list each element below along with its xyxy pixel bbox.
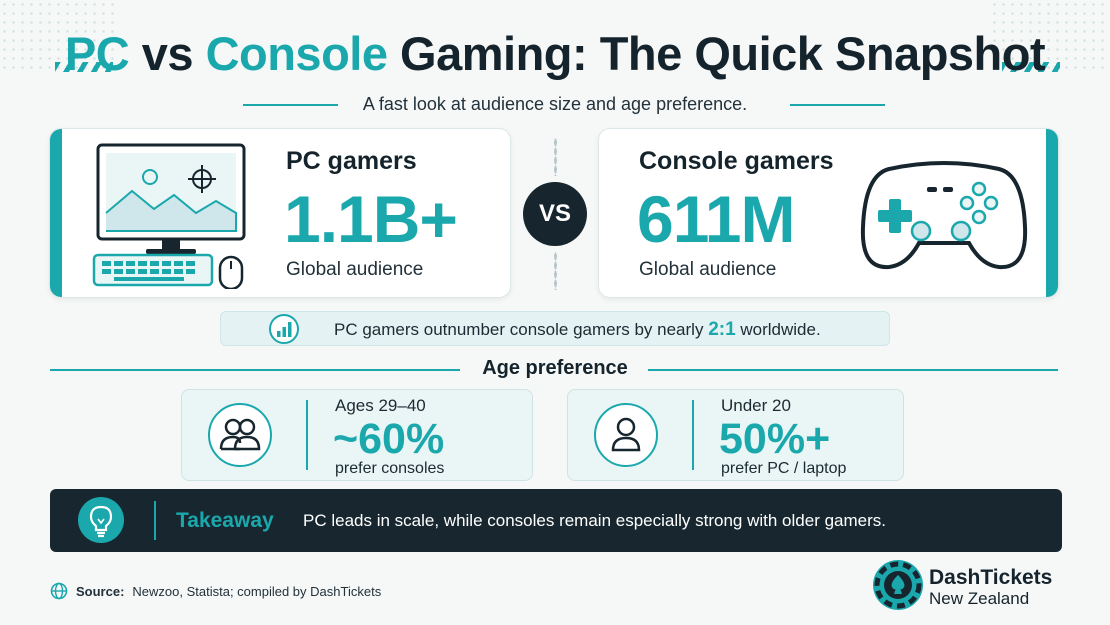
pc-gamers-caption: Global audience [286, 259, 424, 280]
insight-highlight: 2:1 [708, 319, 736, 340]
subtitle-line-left [243, 104, 338, 106]
age-card-sub: prefer consoles [335, 460, 445, 477]
console-gamers-label: Console gamers [639, 147, 834, 175]
insight-text-before: PC gamers outnumber console gamers by ne… [334, 320, 709, 339]
source-text: Newzoo, Statista; compiled by DashTicket… [132, 583, 382, 599]
card-accent-bar [1046, 129, 1058, 297]
section-line-left [50, 369, 460, 371]
pc-gamers-label: PC gamers [286, 147, 417, 175]
vs-badge: VS [523, 182, 587, 246]
card-accent-bar [50, 129, 62, 297]
lightbulb-icon [78, 497, 124, 543]
decorative-slashes-right [1002, 62, 1060, 72]
age-card-under-20: Under 20 50%+ prefer PC / laptop [567, 389, 904, 481]
age-card-sub: prefer PC / laptop [721, 460, 847, 477]
desktop-computer-icon [92, 143, 246, 289]
title-vs: vs [129, 27, 206, 80]
decorative-dots-top-right [990, 0, 1110, 70]
insight-text-after: worldwide. [735, 320, 821, 339]
age-preference-title: Age preference [482, 357, 628, 379]
vs-dots-bottom [554, 252, 557, 290]
takeaway-label: Takeaway [176, 509, 274, 532]
age-card-divider [692, 400, 694, 470]
decorative-dots-top-left [0, 0, 120, 70]
subtitle-line-right [790, 104, 885, 106]
insight-banner: PC gamers outnumber console gamers by ne… [220, 311, 890, 346]
insight-text: PC gamers outnumber console gamers by ne… [334, 319, 821, 341]
vs-dots-top [554, 138, 557, 176]
pc-gamers-number: 1.1B+ [284, 182, 458, 256]
console-gamers-card: Console gamers 611M Global audience [598, 128, 1059, 298]
title-console: Console [205, 27, 388, 80]
decorative-slashes-left [55, 62, 113, 72]
pc-gamers-card: PC gamers 1.1B+ Global audience [49, 128, 511, 298]
console-gamers-number: 611M [637, 182, 795, 256]
bar-chart-icon [269, 314, 299, 344]
user-icon [594, 403, 658, 467]
subtitle: A fast look at audience size and age pre… [362, 94, 748, 114]
age-card-29-40: Ages 29–40 ~60% prefer consoles [181, 389, 533, 481]
age-card-value: ~60% [333, 415, 445, 463]
age-card-label: Ages 29–40 [335, 396, 426, 415]
age-card-label: Under 20 [721, 396, 791, 415]
brand-region: New Zealand [929, 589, 1030, 608]
brand-name: DashTickets [929, 566, 1053, 589]
section-line-right [648, 369, 1058, 371]
source-label: Source: [76, 583, 125, 599]
age-card-value: 50%+ [719, 415, 831, 463]
takeaway-divider [154, 501, 156, 540]
console-gamers-caption: Global audience [639, 259, 777, 280]
age-card-divider [306, 400, 308, 470]
page-title: PC vs Console Gaming: The Quick Snapshot [0, 26, 1110, 81]
gamepad-icon [860, 161, 1028, 270]
takeaway-message: PC leads in scale, while consoles remain… [303, 511, 886, 530]
title-pc: PC [64, 27, 130, 80]
takeaway-banner: Takeaway PC leads in scale, while consol… [50, 489, 1062, 552]
title-rest: Gaming: The Quick Snapshot [387, 27, 1046, 80]
poker-chip-spade-icon [873, 560, 923, 610]
globe-icon [50, 582, 68, 600]
source-line: Source: Newzoo, Statista; compiled by Da… [50, 582, 381, 600]
group-users-icon [208, 403, 272, 467]
